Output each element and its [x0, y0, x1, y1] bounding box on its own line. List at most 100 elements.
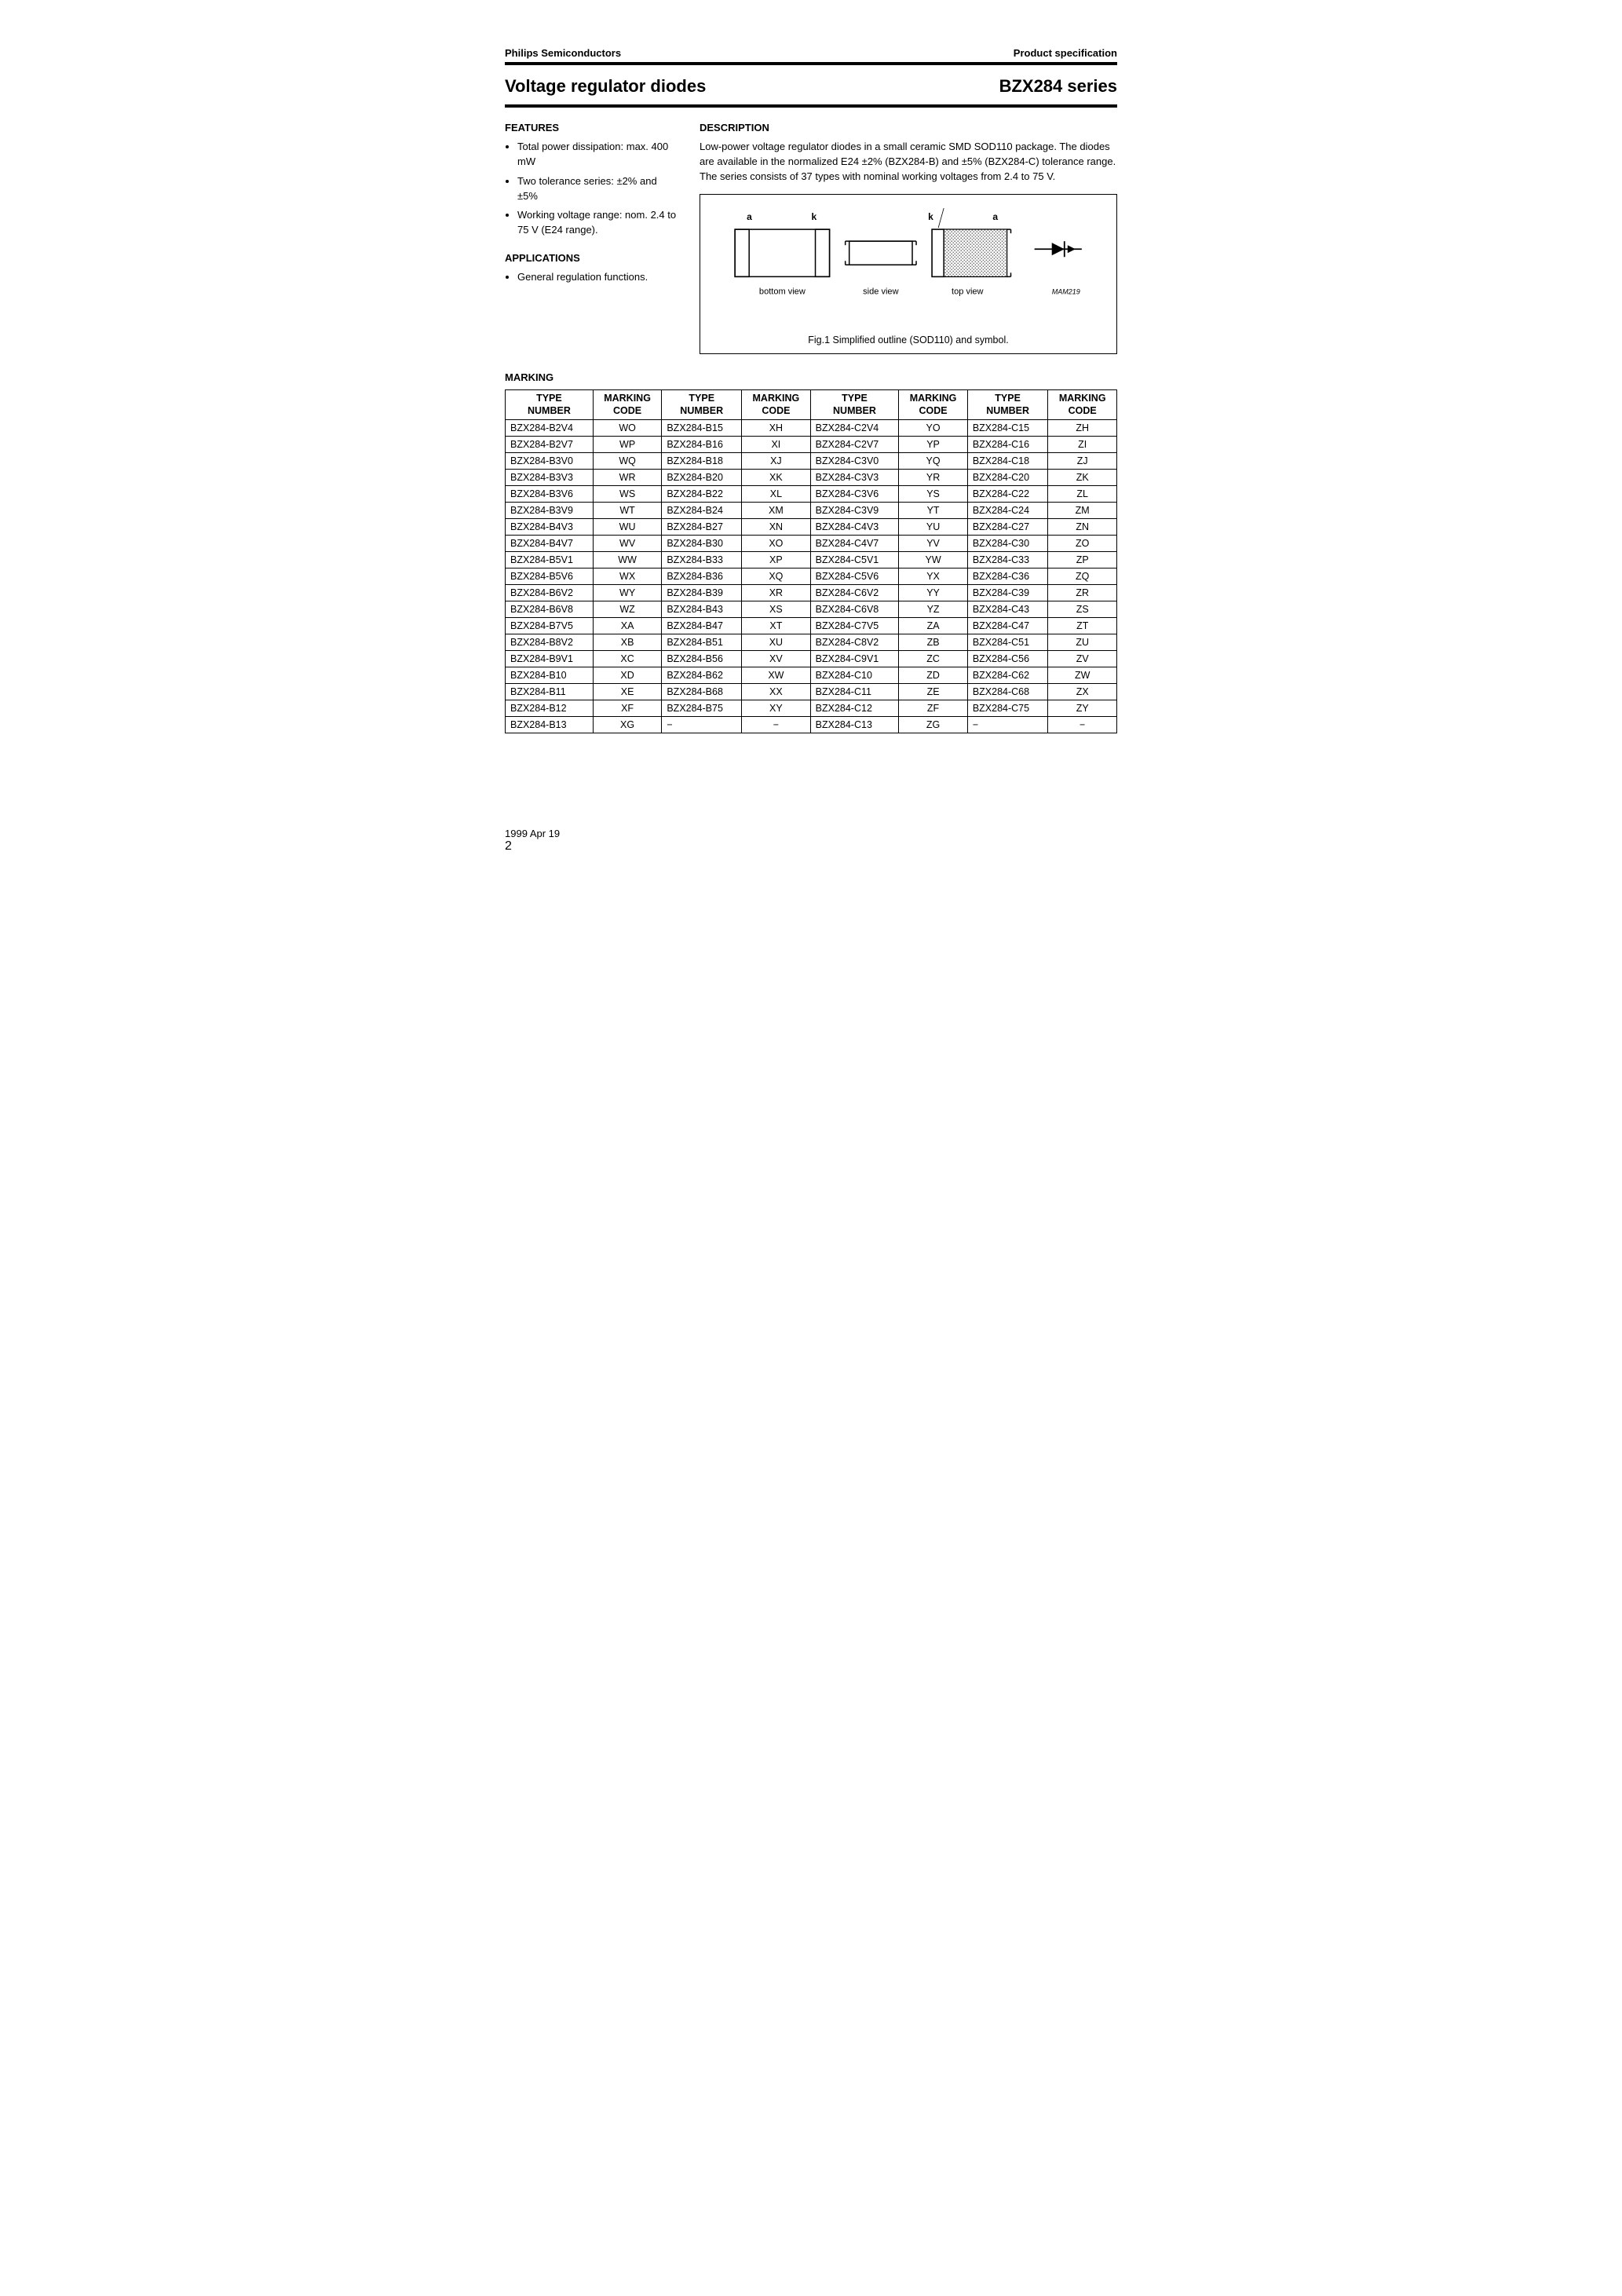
cell-marking-code: YX — [899, 569, 968, 585]
cell-marking-code: ZU — [1048, 634, 1117, 651]
two-column: FEATURES Total power dissipation: max. 4… — [505, 122, 1117, 354]
cell-type-number: BZX284-B16 — [662, 437, 742, 453]
cell-type-number: BZX284-C39 — [967, 585, 1048, 601]
cell-type-number: BZX284-B18 — [662, 453, 742, 470]
cell-marking-code: ZD — [899, 667, 968, 684]
cell-marking-code: ZF — [899, 700, 968, 717]
cell-marking-code: ZH — [1048, 420, 1117, 437]
cell-type-number: BZX284-C3V6 — [810, 486, 899, 503]
label-k2: k — [928, 211, 933, 222]
cell-type-number: BZX284-C3V3 — [810, 470, 899, 486]
applications-list: General regulation functions. — [505, 270, 678, 285]
cell-type-number: BZX284-B4V3 — [506, 519, 594, 536]
cell-marking-code: YW — [899, 552, 968, 569]
left-column: FEATURES Total power dissipation: max. 4… — [505, 122, 678, 354]
cell-marking-code: XC — [593, 651, 662, 667]
cell-type-number: BZX284-C11 — [810, 684, 899, 700]
cell-marking-code: XH — [742, 420, 811, 437]
cell-type-number: BZX284-B22 — [662, 486, 742, 503]
table-row: BZX284-B2V4WOBZX284-B15XHBZX284-C2V4YOBZ… — [506, 420, 1117, 437]
cell-marking-code: XK — [742, 470, 811, 486]
package-diagram: a k k a cathode mark — [711, 206, 1105, 324]
cell-marking-code: XJ — [742, 453, 811, 470]
cell-type-number: BZX284-B6V8 — [506, 601, 594, 618]
cell-type-number: BZX284-C47 — [967, 618, 1048, 634]
cell-type-number: BZX284-C20 — [967, 470, 1048, 486]
cell-type-number: − — [967, 717, 1048, 733]
cell-marking-code: ZO — [1048, 536, 1117, 552]
cell-type-number: BZX284-B3V9 — [506, 503, 594, 519]
col-marking-code: MARKINGCODE — [742, 390, 811, 420]
cell-marking-code: XO — [742, 536, 811, 552]
cell-marking-code: XX — [742, 684, 811, 700]
cell-marking-code: WO — [593, 420, 662, 437]
page: Philips Semiconductors Product specifica… — [458, 0, 1164, 885]
cell-type-number: BZX284-B13 — [506, 717, 594, 733]
table-row: BZX284-B11XEBZX284-B68XXBZX284-C11ZEBZX2… — [506, 684, 1117, 700]
cell-type-number: BZX284-B10 — [506, 667, 594, 684]
cell-marking-code: ZR — [1048, 585, 1117, 601]
cell-type-number: BZX284-C5V6 — [810, 569, 899, 585]
footer-date: 1999 Apr 19 — [505, 828, 560, 839]
header-right: Product specification — [1014, 47, 1117, 59]
cell-type-number: BZX284-C15 — [967, 420, 1048, 437]
cell-marking-code: XF — [593, 700, 662, 717]
cell-marking-code: − — [742, 717, 811, 733]
marking-heading: MARKING — [505, 371, 1117, 383]
col-marking-code: MARKINGCODE — [593, 390, 662, 420]
cell-marking-code: WW — [593, 552, 662, 569]
cell-type-number: BZX284-C4V7 — [810, 536, 899, 552]
cell-type-number: BZX284-C16 — [967, 437, 1048, 453]
col-type-number: TYPENUMBER — [662, 390, 742, 420]
cell-marking-code: ZC — [899, 651, 968, 667]
cell-type-number: BZX284-B33 — [662, 552, 742, 569]
cell-marking-code: YV — [899, 536, 968, 552]
cell-type-number: BZX284-B4V7 — [506, 536, 594, 552]
cell-marking-code: YP — [899, 437, 968, 453]
table-row: BZX284-B13XG−−BZX284-C13ZG−− — [506, 717, 1117, 733]
table-row: BZX284-B10XDBZX284-B62XWBZX284-C10ZDBZX2… — [506, 667, 1117, 684]
cell-marking-code: XV — [742, 651, 811, 667]
cell-marking-code: XQ — [742, 569, 811, 585]
feature-item: Two tolerance series: ±2% and ±5% — [517, 174, 678, 204]
cell-type-number: BZX284-B30 — [662, 536, 742, 552]
cell-type-number: BZX284-B5V1 — [506, 552, 594, 569]
cell-type-number: BZX284-C62 — [967, 667, 1048, 684]
header: Philips Semiconductors Product specifica… — [505, 47, 1117, 62]
col-type-number: TYPENUMBER — [810, 390, 899, 420]
cell-type-number: BZX284-C10 — [810, 667, 899, 684]
cell-marking-code: YZ — [899, 601, 968, 618]
cell-type-number: BZX284-B7V5 — [506, 618, 594, 634]
features-list: Total power dissipation: max. 400 mW Two… — [505, 140, 678, 238]
cell-marking-code: − — [1048, 717, 1117, 733]
table-body: BZX284-B2V4WOBZX284-B15XHBZX284-C2V4YOBZ… — [506, 420, 1117, 733]
cell-marking-code: WU — [593, 519, 662, 536]
title-row: Voltage regulator diodes BZX284 series — [505, 76, 1117, 104]
cell-marking-code: ZI — [1048, 437, 1117, 453]
cell-marking-code: XG — [593, 717, 662, 733]
cell-type-number: BZX284-B27 — [662, 519, 742, 536]
cell-type-number: BZX284-C51 — [967, 634, 1048, 651]
cell-type-number: BZX284-C4V3 — [810, 519, 899, 536]
cell-marking-code: ZW — [1048, 667, 1117, 684]
rule-1 — [505, 62, 1117, 65]
cell-marking-code: ZL — [1048, 486, 1117, 503]
cell-marking-code: WX — [593, 569, 662, 585]
footer: 1999 Apr 19 2 — [505, 828, 1117, 854]
figure-box: a k k a cathode mark — [700, 194, 1117, 355]
cell-type-number: BZX284-B75 — [662, 700, 742, 717]
cell-type-number: BZX284-B43 — [662, 601, 742, 618]
table-row: BZX284-B3V3WRBZX284-B20XKBZX284-C3V3YRBZ… — [506, 470, 1117, 486]
figure-caption: Fig.1 Simplified outline (SOD110) and sy… — [711, 335, 1105, 345]
cell-type-number: BZX284-B47 — [662, 618, 742, 634]
applications-heading: APPLICATIONS — [505, 252, 678, 264]
table-row: BZX284-B6V2WYBZX284-B39XRBZX284-C6V2YYBZ… — [506, 585, 1117, 601]
cell-type-number: BZX284-B62 — [662, 667, 742, 684]
cell-type-number: BZX284-C13 — [810, 717, 899, 733]
cell-marking-code: XB — [593, 634, 662, 651]
label-cathode-mark: cathode mark — [944, 206, 996, 208]
cell-marking-code: XU — [742, 634, 811, 651]
cell-type-number: BZX284-C3V9 — [810, 503, 899, 519]
cell-type-number: BZX284-C27 — [967, 519, 1048, 536]
col-marking-code: MARKINGCODE — [899, 390, 968, 420]
